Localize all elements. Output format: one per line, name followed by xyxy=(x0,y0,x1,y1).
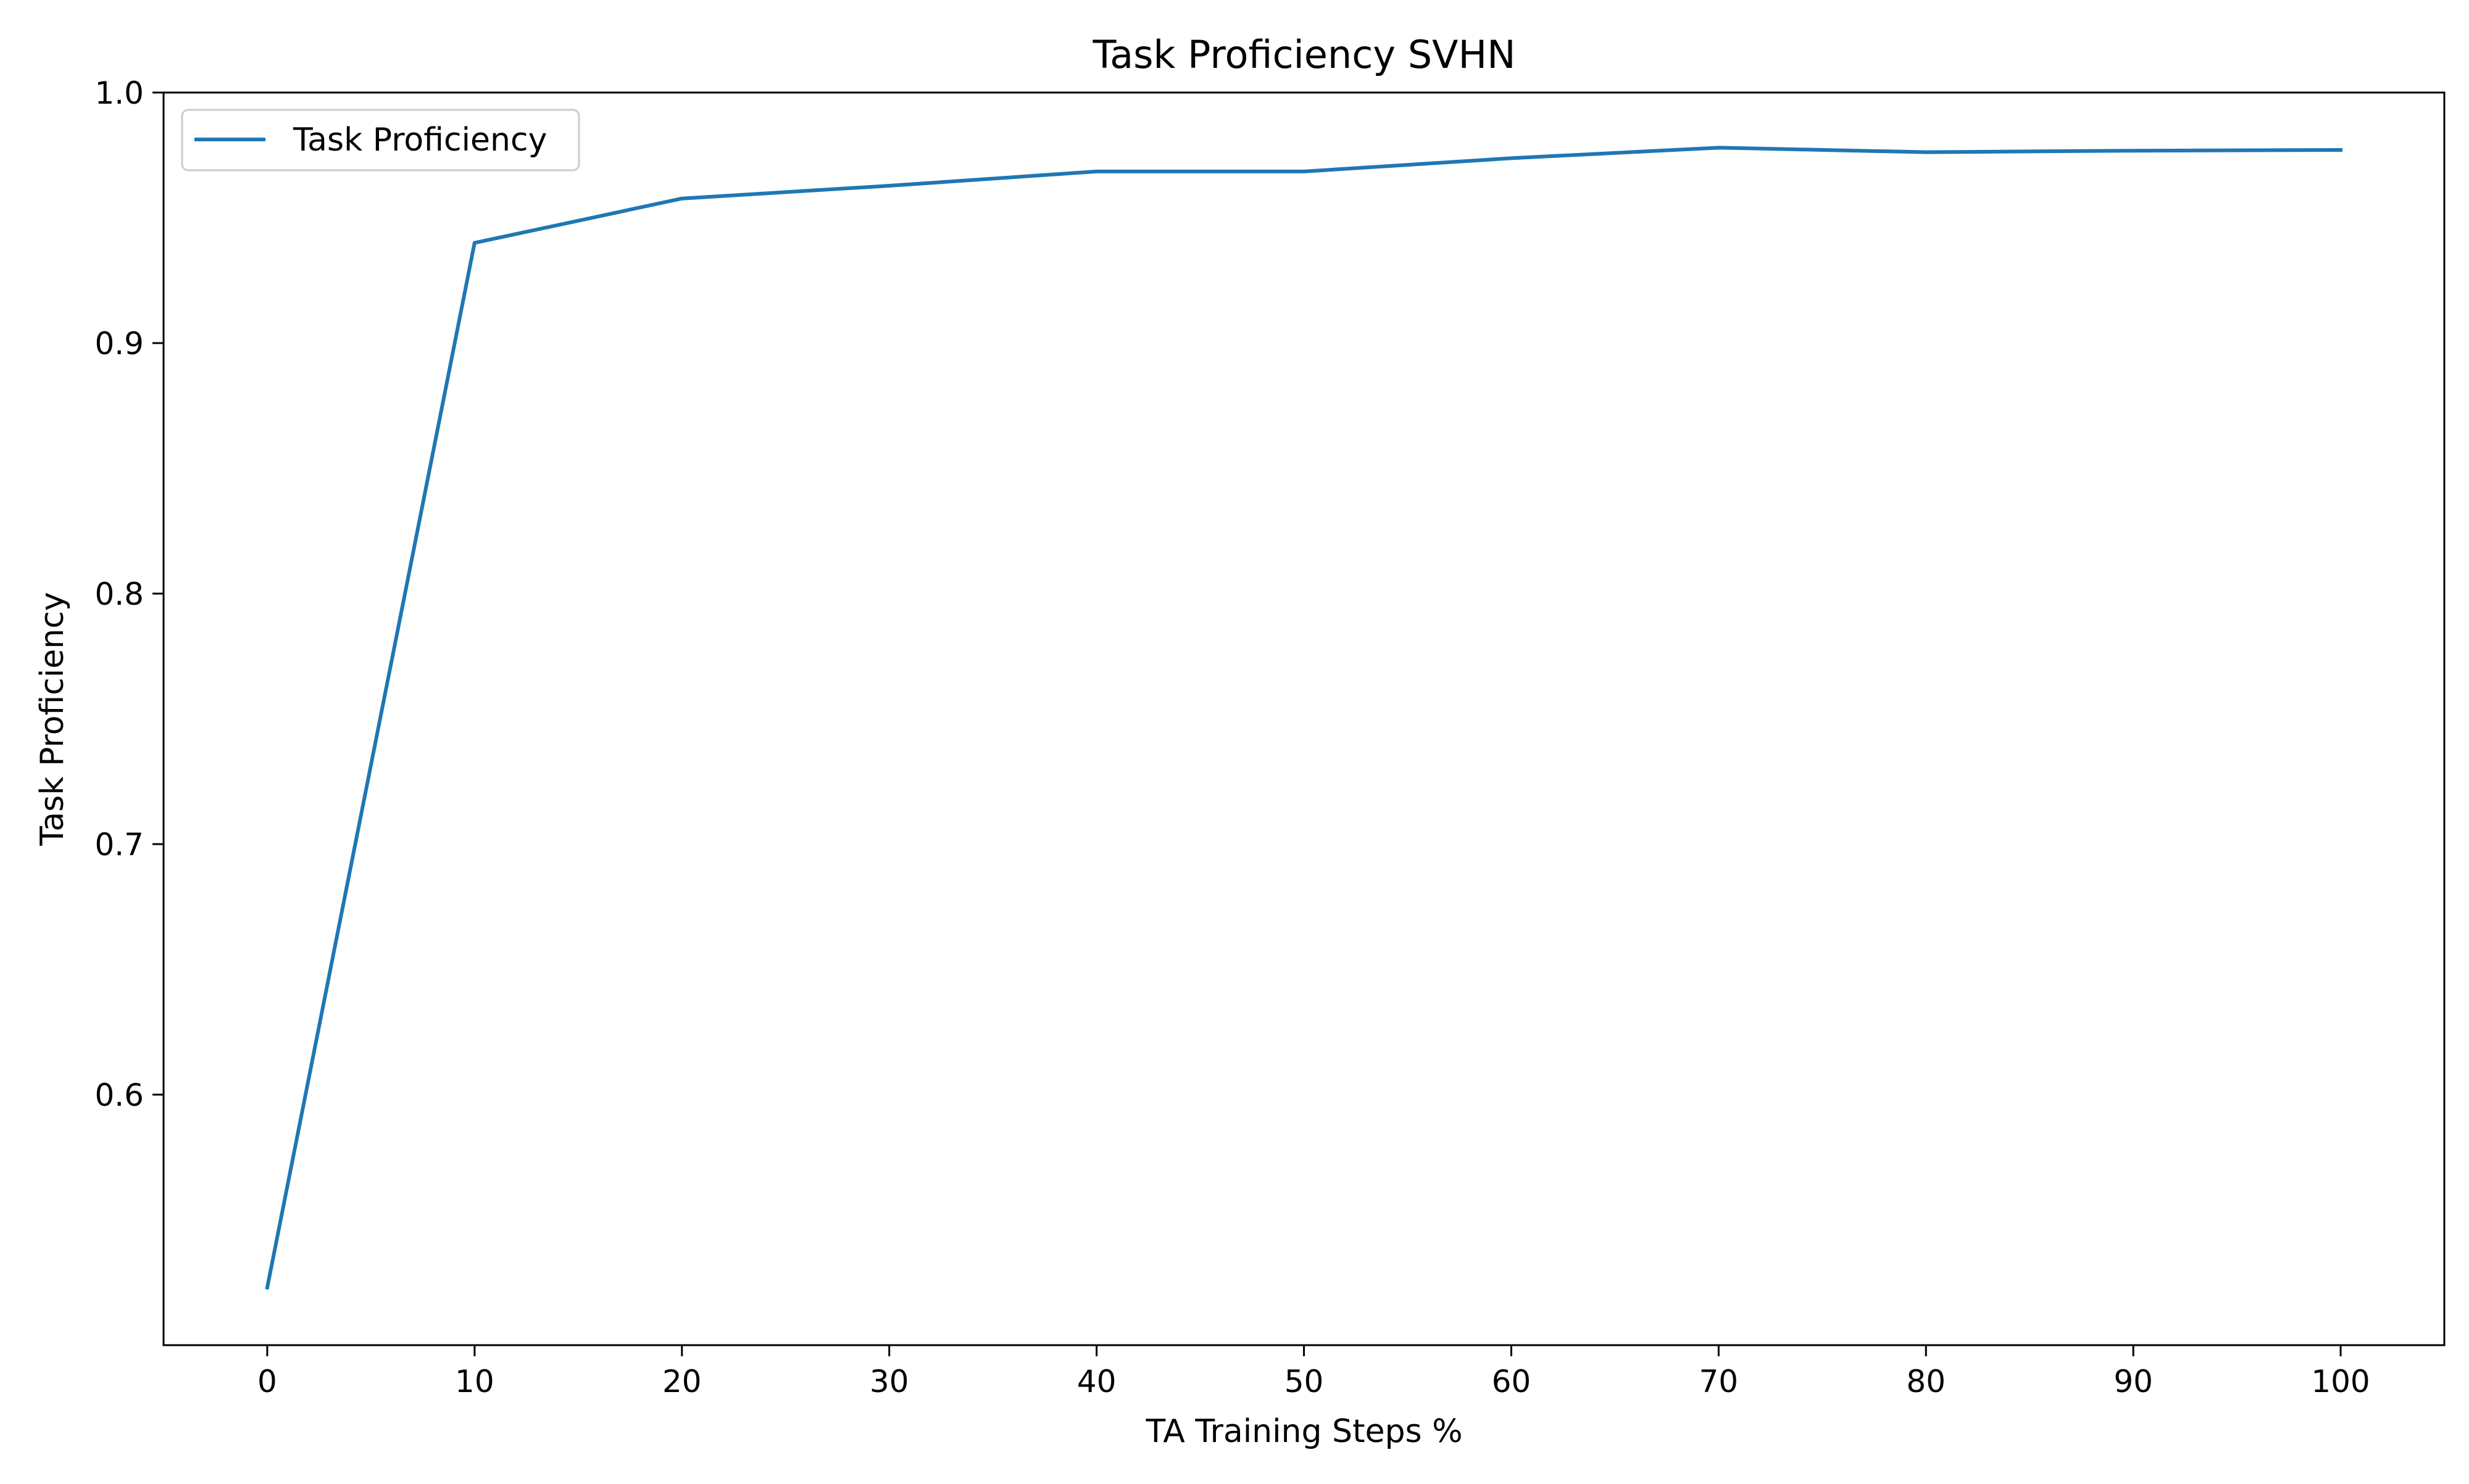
chart-title: Task Proficiency SVHN xyxy=(1093,32,1516,77)
legend: Task Proficiency xyxy=(181,109,580,172)
x-axis-label: TA Training Steps % xyxy=(1146,1413,1463,1450)
plot-area-frame xyxy=(162,91,2446,1346)
x-tick-label: 90 xyxy=(2113,1364,2153,1399)
x-tick-label: 60 xyxy=(1492,1364,1531,1399)
x-tick-label: 70 xyxy=(1699,1364,1739,1399)
x-tick-label: 80 xyxy=(1906,1364,1946,1399)
y-tick-label: 0.7 xyxy=(94,827,144,863)
x-tick-label: 20 xyxy=(662,1364,702,1399)
x-tick-label: 10 xyxy=(455,1364,494,1399)
legend-box xyxy=(181,109,580,172)
series-line-task-proficiency xyxy=(265,146,2343,1290)
x-tick-label: 30 xyxy=(870,1364,909,1399)
y-tick-label: 0.9 xyxy=(94,326,144,362)
series-layer xyxy=(265,146,2343,1290)
y-axis-label: Task Proficiency xyxy=(34,592,71,846)
y-tick-label: 0.6 xyxy=(94,1077,144,1113)
y-tick-label: 0.8 xyxy=(94,576,144,612)
y-tick-label: 1.0 xyxy=(94,75,144,111)
x-tick-label: 40 xyxy=(1077,1364,1117,1399)
legend-label: Task Proficiency xyxy=(293,122,547,159)
x-axis-ticks: 0 10 20 30 40 50 60 70 80 90 100 xyxy=(257,1345,2370,1399)
x-tick-label: 100 xyxy=(2311,1364,2370,1399)
y-axis-ticks: 0.6 0.7 0.8 0.9 1.0 xyxy=(94,75,164,1113)
x-tick-label: 0 xyxy=(257,1364,277,1399)
x-tick-label: 50 xyxy=(1284,1364,1324,1399)
